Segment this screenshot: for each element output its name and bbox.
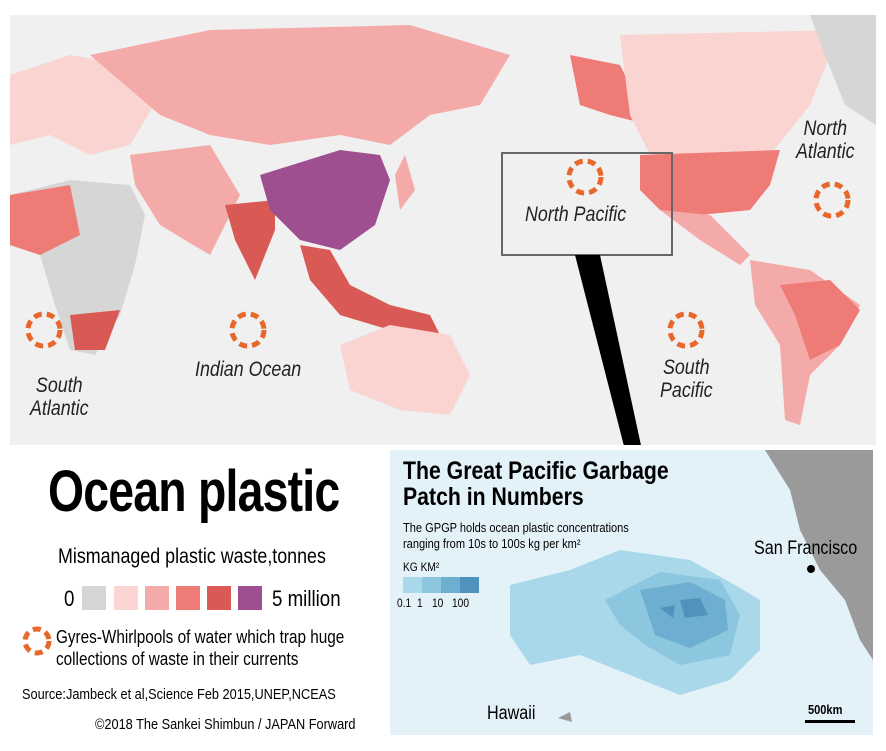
gyre-note: Gyres-Whirlpools of water which trap hug… [56,627,345,669]
hawaii-label: Hawaii [487,703,536,724]
greenland [810,15,876,125]
gyre-label-south-pacific: South Pacific [660,356,713,402]
brazil [780,280,860,360]
russia [90,25,510,145]
japan [395,155,415,210]
legend-swatch [145,586,169,610]
legend-title: Mismanaged plastic waste,tonnes [58,545,326,568]
scale-swatch [422,577,441,593]
callout-pointer [575,255,642,450]
legend-swatch [82,586,106,610]
west-africa [10,185,80,255]
page-title: Ocean plastic [48,459,340,524]
gyre-label-indian-ocean: Indian Ocean [195,358,302,381]
north-america-coast [765,450,873,660]
china [260,150,390,250]
scale-label: 1 [417,596,423,610]
middle-east [130,145,240,255]
canada [620,30,840,155]
gpgp-inset: The Great Pacific Garbage Patch in Number… [390,450,873,735]
scale-label: 10 [432,596,444,610]
gyre-icon-south-pacific [667,311,705,349]
scale-swatch [403,577,422,593]
gyre-icon-south-atlantic [25,311,63,349]
south-africa [70,310,120,350]
india [225,200,275,280]
gpgp-map [403,450,873,723]
legend-swatch [114,586,138,610]
city-label: San Francisco [754,538,858,559]
legend-swatch [207,586,231,610]
usa [640,150,780,215]
gyre-label-north-pacific: North Pacific [525,203,627,226]
gyre-label-north-atlantic: North Atlantic [796,117,855,163]
gyre-icons [25,158,851,349]
copyright-text: ©2018 The Sankei Shimbun / JAPAN Forward [95,716,356,733]
gyre-label-south-atlantic: South Atlantic [30,374,89,420]
inset-title: The Great Pacific Garbage Patch in Number… [403,457,669,511]
legend-swatch [176,586,200,610]
scale-swatch [441,577,460,593]
gyre-legend-icon [22,626,52,656]
san-francisco-marker [807,565,815,573]
gyre-icon-north-atlantic [813,181,851,219]
legend-min: 0 [64,586,75,611]
patch-level-4 [660,598,708,618]
world-map-shapes [10,15,876,450]
australia [340,325,470,415]
scalebar [805,720,855,723]
gyre-icon-indian-ocean [229,311,267,349]
world-map [10,15,876,450]
patch-level-3 [640,582,728,648]
hawaii-islands [558,712,572,722]
scalebar-label: 500km [808,702,843,717]
source-text: Source:Jambeck et al,Science Feb 2015,UN… [22,686,336,703]
scale-label: 100 [452,596,470,610]
legend-max: 5 million [272,586,341,611]
southeast-asia [300,245,440,335]
inset-description: The GPGP holds ocean plastic concentrati… [403,520,629,551]
legend-swatch [238,586,262,610]
scale-title: KG KM² [403,560,440,574]
scale-swatch [460,577,479,593]
gyre-icon-north-pacific [566,158,604,196]
central-america [660,210,750,265]
scale-label: 0.1 [397,596,412,610]
